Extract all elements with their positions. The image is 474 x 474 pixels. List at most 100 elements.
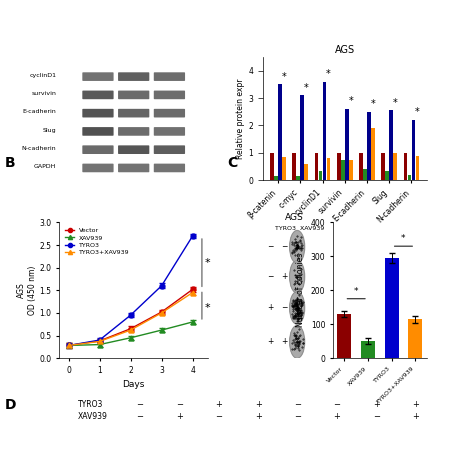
Bar [315, 153, 319, 180]
Bar [371, 128, 375, 180]
FancyBboxPatch shape [118, 91, 149, 99]
FancyBboxPatch shape [118, 164, 149, 172]
FancyBboxPatch shape [154, 146, 185, 154]
Bar [361, 341, 375, 358]
Text: −: − [294, 412, 301, 421]
Bar [382, 153, 385, 180]
Title: AGS: AGS [285, 213, 303, 222]
Text: +: + [255, 400, 262, 409]
Y-axis label: Number of colonies: Number of colonies [296, 253, 305, 328]
Text: TYRO3  XAV939: TYRO3 XAV939 [275, 227, 325, 231]
Text: −: − [215, 412, 222, 421]
Text: *: * [393, 98, 398, 108]
X-axis label: Days: Days [122, 380, 145, 389]
Bar [384, 258, 399, 358]
Text: −: − [294, 400, 301, 409]
Bar [323, 82, 326, 180]
Bar [292, 153, 296, 180]
Text: +: + [412, 400, 419, 409]
Text: *: * [348, 96, 353, 106]
Text: +: + [282, 337, 288, 346]
FancyBboxPatch shape [82, 127, 114, 136]
Text: −: − [176, 400, 183, 409]
Text: B: B [5, 156, 15, 171]
Bar [408, 319, 422, 358]
FancyBboxPatch shape [154, 91, 185, 99]
Circle shape [290, 260, 305, 293]
FancyBboxPatch shape [154, 164, 185, 172]
Bar [319, 171, 322, 180]
Bar [337, 314, 351, 358]
Text: *: * [304, 82, 309, 92]
Bar [363, 169, 367, 180]
Circle shape [290, 326, 305, 358]
Text: −: − [137, 400, 144, 409]
Text: C: C [228, 156, 238, 171]
Text: −: − [267, 272, 273, 281]
Text: N-cadherin: N-cadherin [22, 146, 56, 151]
Circle shape [290, 292, 305, 324]
Text: +: + [267, 303, 273, 312]
FancyBboxPatch shape [154, 73, 185, 81]
Bar [341, 160, 345, 180]
Bar [416, 155, 419, 180]
Bar [385, 171, 389, 180]
FancyBboxPatch shape [82, 164, 114, 172]
Title: AGS: AGS [335, 45, 355, 55]
Bar [393, 153, 397, 180]
Text: +: + [176, 412, 183, 421]
Legend: Vector, XAV939, TYRO3, TYRO3+XAV939: Vector, XAV939, TYRO3, TYRO3+XAV939 [63, 226, 132, 258]
Text: −: − [137, 412, 144, 421]
Bar [301, 95, 304, 180]
Text: TYRO3: TYRO3 [78, 400, 103, 409]
Bar [283, 157, 286, 180]
Text: *: * [371, 99, 375, 109]
FancyBboxPatch shape [154, 127, 185, 136]
Text: +: + [282, 272, 288, 281]
Text: −: − [282, 303, 288, 312]
Bar [345, 109, 348, 180]
Bar [411, 120, 415, 180]
FancyBboxPatch shape [118, 127, 149, 136]
Text: −: − [373, 412, 380, 421]
FancyBboxPatch shape [118, 109, 149, 118]
Bar [367, 112, 371, 180]
Text: survivin: survivin [31, 91, 56, 96]
Text: −: − [267, 242, 273, 251]
Bar [359, 153, 363, 180]
Bar [278, 84, 282, 180]
Bar [408, 175, 411, 180]
FancyBboxPatch shape [118, 73, 149, 81]
Bar [349, 160, 353, 180]
Text: +: + [333, 412, 340, 421]
FancyBboxPatch shape [82, 109, 114, 118]
FancyBboxPatch shape [118, 146, 149, 154]
Bar [304, 164, 308, 180]
Text: −: − [282, 242, 288, 251]
Text: +: + [215, 400, 222, 409]
Text: E-cadherin: E-cadherin [23, 109, 56, 114]
FancyBboxPatch shape [154, 109, 185, 118]
FancyBboxPatch shape [82, 73, 114, 81]
Bar [327, 158, 330, 180]
Y-axis label: Relative protein expr: Relative protein expr [237, 78, 246, 159]
Text: *: * [415, 107, 420, 117]
Bar [274, 176, 278, 180]
Circle shape [290, 230, 305, 263]
Y-axis label: AGS
OD (450 nm): AGS OD (450 nm) [18, 265, 36, 315]
FancyBboxPatch shape [82, 146, 114, 154]
Bar [270, 153, 274, 180]
Bar [297, 176, 300, 180]
Text: D: D [5, 398, 16, 412]
Bar [337, 153, 340, 180]
Text: Slug: Slug [43, 128, 56, 133]
Text: +: + [267, 337, 273, 346]
Text: *: * [205, 258, 210, 268]
Text: *: * [326, 69, 331, 79]
Text: *: * [282, 72, 286, 82]
Bar [403, 153, 407, 180]
Text: *: * [401, 235, 406, 244]
Text: +: + [412, 412, 419, 421]
Text: −: − [333, 400, 340, 409]
Text: cyclinD1: cyclinD1 [29, 73, 56, 78]
